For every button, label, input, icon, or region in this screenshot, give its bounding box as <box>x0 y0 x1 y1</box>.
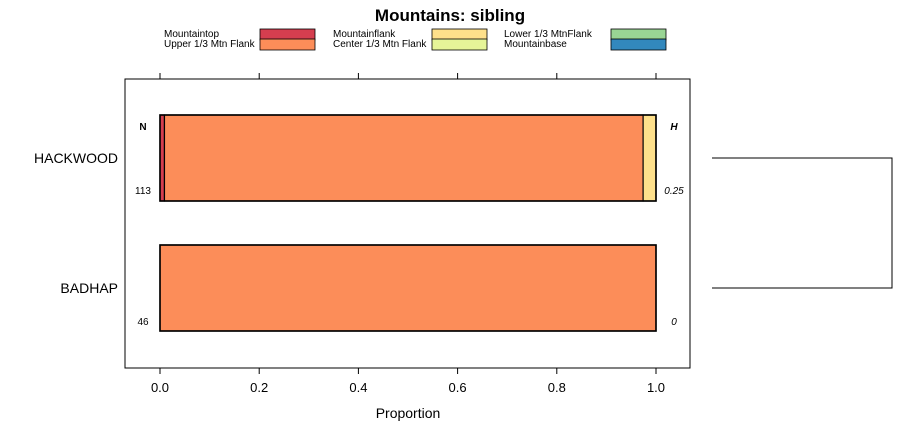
bar-outline-badhap <box>159 244 657 332</box>
dendrogram <box>712 157 893 289</box>
bar-segment-badhap-upper-1-3-mtn-flank <box>159 244 657 332</box>
h-value-badhap: 0 <box>671 317 677 328</box>
bar-segment-hackwood-mountainflank <box>642 114 657 202</box>
dendrogram-branch <box>712 157 893 289</box>
tick-label-0-2: 0.2 <box>250 380 268 395</box>
legend-swatch-upper-1-3-mtn-flank <box>259 38 316 51</box>
chart-title: Mountains: sibling <box>375 6 525 25</box>
legend-swatch-mountainflank <box>431 28 488 41</box>
category-label-hackwood: HACKWOOD <box>34 150 118 166</box>
legend-label-mountaintop: Mountaintop <box>164 29 219 40</box>
bar-outline-hackwood <box>159 114 657 202</box>
legend-swatch-lower-1-3-mtnflank <box>610 28 667 41</box>
legend-label-mountainflank: Mountainflank <box>333 29 396 40</box>
h-column-header: H <box>670 122 678 133</box>
legend-swatch-mountainbase <box>610 38 667 51</box>
tick-label-0-4: 0.4 <box>349 380 367 395</box>
bars-group: HACKWOOD BADHAP <box>34 114 657 332</box>
legend-swatch-center-1-3-mtn-flank <box>431 38 488 51</box>
x-axis-title: Proportion <box>376 405 441 421</box>
bar-segment-hackwood-upper-1-3-mtn-flank <box>163 114 644 202</box>
n-value-hackwood: 113 <box>135 186 151 197</box>
legend-label-lower-1-3-mtnflank: Lower 1/3 MtnFlank <box>504 29 593 40</box>
n-value-badhap: 46 <box>137 317 149 328</box>
tick-label-0-0: 0.0 <box>151 380 169 395</box>
n-column-header: N <box>139 122 146 133</box>
legend-swatch-mountaintop <box>259 28 316 41</box>
annotations-group: N H 113 46 0.25 0 <box>135 122 684 328</box>
tick-label-0-8: 0.8 <box>548 380 566 395</box>
tick-label-1-0: 1.0 <box>647 380 665 395</box>
x-axis: 0.0 0.2 0.4 0.6 0.8 1.0 <box>151 73 665 395</box>
h-value-hackwood: 0.25 <box>664 186 684 197</box>
legend-label-mountainbase: Mountainbase <box>504 39 567 50</box>
plot-frame <box>124 78 691 369</box>
legend-label-center-1-3-mtn-flank: Center 1/3 Mtn Flank <box>333 39 427 50</box>
tick-label-0-6: 0.6 <box>449 380 467 395</box>
legend-label-upper-1-3-mtn-flank: Upper 1/3 Mtn Flank <box>164 39 256 50</box>
category-label-badhap: BADHAP <box>60 280 118 296</box>
